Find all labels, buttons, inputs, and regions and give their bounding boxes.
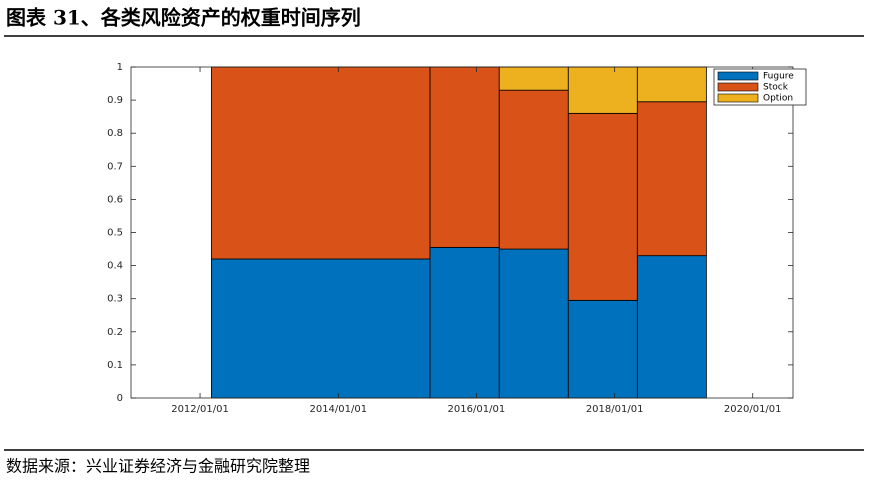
y-tick-label: 0.7 [107, 161, 123, 172]
source-note: 数据来源：兴业证券经济与金融研究院整理 [6, 457, 310, 476]
area-segment [567, 66, 638, 114]
y-tick-label: 1 [117, 62, 123, 73]
x-tick-label: 2016/01/01 [448, 404, 506, 415]
area-segment [498, 66, 569, 91]
x-tick-label: 2018/01/01 [586, 404, 644, 415]
area-segment [210, 258, 431, 399]
area-segment [210, 66, 431, 260]
x-tick-label: 2012/01/01 [171, 404, 229, 415]
legend-swatch [717, 93, 759, 103]
area-segment [498, 89, 569, 250]
chart-title: 图表 31、各类风险资产的权重时间序列 [6, 6, 361, 30]
legend-label: Stock [763, 83, 789, 93]
x-tick-label: 2020/01/01 [724, 404, 782, 415]
y-tick-label: 0.6 [107, 194, 123, 205]
area-segment [636, 66, 707, 103]
legend-swatch [717, 82, 759, 92]
area-segment [636, 255, 707, 399]
y-tick-label: 0.4 [107, 261, 123, 272]
y-tick-label: 0.3 [107, 294, 123, 305]
area-segment [429, 66, 500, 248]
y-tick-label: 0.2 [107, 327, 123, 338]
legend-swatch [717, 71, 759, 81]
area-segment [498, 248, 569, 399]
legend-label: Option [763, 94, 793, 104]
y-tick-label: 0.5 [107, 228, 123, 239]
area-segment [567, 112, 638, 301]
y-tick-label: 0.8 [107, 128, 123, 139]
area-segment [567, 299, 638, 399]
area-segment [429, 246, 500, 399]
x-tick-label: 2014/01/01 [309, 404, 367, 415]
area-segment [636, 101, 707, 257]
legend-label: Fugure [763, 72, 794, 82]
y-tick-label: 0.9 [107, 95, 123, 106]
y-tick-label: 0.1 [107, 360, 123, 371]
y-tick-label: 0 [117, 393, 123, 404]
